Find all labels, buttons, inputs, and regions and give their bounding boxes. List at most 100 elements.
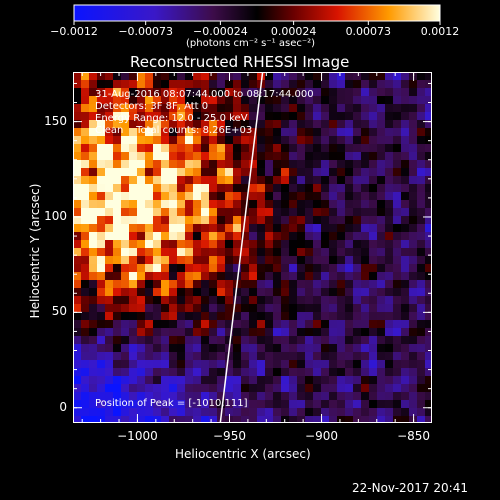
heatmap-cell bbox=[393, 72, 402, 81]
heatmap-cell bbox=[121, 152, 130, 161]
heatmap-cell bbox=[329, 208, 338, 217]
heatmap-cell bbox=[217, 152, 226, 161]
heatmap-cell bbox=[353, 128, 362, 137]
heatmap-cell bbox=[241, 416, 250, 423]
heatmap-cell bbox=[321, 304, 330, 313]
heatmap-cell bbox=[193, 176, 202, 185]
heatmap-cell bbox=[185, 200, 194, 209]
heatmap-cell bbox=[209, 240, 218, 249]
heatmap-cell bbox=[257, 416, 266, 423]
heatmap-cell bbox=[153, 280, 162, 289]
heatmap-cell bbox=[201, 256, 210, 265]
heatmap-cell bbox=[401, 72, 410, 81]
heatmap-cell bbox=[169, 296, 178, 305]
heatmap-cell bbox=[305, 320, 314, 329]
heatmap-cell bbox=[257, 176, 266, 185]
heatmap-cell bbox=[305, 184, 314, 193]
heatmap-cell bbox=[385, 80, 394, 89]
heatmap-cell bbox=[289, 80, 298, 89]
heatmap-cell bbox=[233, 416, 242, 423]
heatmap-cell bbox=[177, 344, 186, 353]
heatmap-cell bbox=[369, 216, 378, 225]
heatmap-cell bbox=[137, 160, 146, 169]
heatmap-cell bbox=[137, 264, 146, 273]
heatmap-cell bbox=[241, 320, 250, 329]
heatmap-cell bbox=[105, 368, 114, 377]
heatmap-cell bbox=[129, 200, 138, 209]
heatmap-cell bbox=[177, 80, 186, 89]
heatmap-cell bbox=[353, 280, 362, 289]
heatmap-cell bbox=[233, 160, 242, 169]
heatmap-cell bbox=[249, 328, 258, 337]
heatmap-cell bbox=[81, 408, 90, 417]
heatmap-cell bbox=[121, 120, 130, 129]
heatmap-cell bbox=[401, 304, 410, 313]
heatmap-cell bbox=[265, 408, 274, 417]
heatmap-cell bbox=[353, 416, 362, 423]
heatmap-cell bbox=[329, 376, 338, 385]
heatmap-cell bbox=[265, 400, 274, 409]
heatmap-cell bbox=[193, 224, 202, 233]
heatmap-cell bbox=[297, 408, 306, 417]
heatmap-cell bbox=[425, 256, 432, 265]
heatmap-cell bbox=[377, 224, 386, 233]
heatmap-cell bbox=[129, 296, 138, 305]
heatmap-cell bbox=[185, 376, 194, 385]
heatmap-cell bbox=[297, 392, 306, 401]
heatmap-cell bbox=[313, 256, 322, 265]
heatmap-cell bbox=[153, 400, 162, 409]
heatmap-cell bbox=[361, 80, 370, 89]
heatmap-cell bbox=[121, 256, 130, 265]
heatmap-cell bbox=[97, 248, 106, 257]
heatmap-cell bbox=[321, 168, 330, 177]
heatmap-cell bbox=[225, 112, 234, 121]
heatmap-cell bbox=[361, 184, 370, 193]
heatmap-cell bbox=[209, 328, 218, 337]
heatmap-cell bbox=[169, 208, 178, 217]
heatmap-cell bbox=[417, 368, 426, 377]
heatmap-cell bbox=[417, 320, 426, 329]
colorbar bbox=[73, 4, 441, 25]
heatmap-cell bbox=[169, 200, 178, 209]
heatmap-cell bbox=[89, 168, 98, 177]
heatmap-cell bbox=[297, 176, 306, 185]
heatmap-cell bbox=[89, 152, 98, 161]
heatmap-cell bbox=[417, 168, 426, 177]
heatmap-cell bbox=[313, 280, 322, 289]
heatmap-cell bbox=[153, 104, 162, 113]
heatmap-cell bbox=[185, 192, 194, 201]
heatmap-cell bbox=[313, 408, 322, 417]
heatmap-cell bbox=[217, 280, 226, 289]
heatmap-cell bbox=[281, 304, 290, 313]
colorbar-tick-label: −0.0012 bbox=[50, 25, 98, 38]
heatmap-cell bbox=[401, 416, 410, 423]
heatmap-cell bbox=[105, 312, 114, 321]
heatmap-cell bbox=[249, 168, 258, 177]
heatmap-cell bbox=[177, 336, 186, 345]
heatmap-cell bbox=[177, 320, 186, 329]
heatmap-cell bbox=[129, 416, 138, 423]
heatmap-cell bbox=[305, 256, 314, 265]
heatmap-cell bbox=[81, 360, 90, 369]
heatmap-cell bbox=[241, 328, 250, 337]
heatmap-cell bbox=[73, 232, 82, 241]
heatmap-cell bbox=[273, 136, 282, 145]
heatmap-cell bbox=[169, 136, 178, 145]
heatmap-cell bbox=[329, 192, 338, 201]
heatmap-cell bbox=[313, 168, 322, 177]
heatmap-cell bbox=[121, 240, 130, 249]
heatmap-cell bbox=[417, 408, 426, 417]
heatmap-cell bbox=[97, 320, 106, 329]
heatmap-cell bbox=[289, 176, 298, 185]
heatmap-cell bbox=[73, 384, 82, 393]
heatmap-cell bbox=[217, 360, 226, 369]
heatmap-cell bbox=[273, 312, 282, 321]
heatmap-cell bbox=[281, 112, 290, 121]
heatmap-cell bbox=[329, 288, 338, 297]
plot-area bbox=[73, 72, 432, 423]
heatmap-cell bbox=[201, 312, 210, 321]
heatmap-cell bbox=[361, 136, 370, 145]
heatmap-cell bbox=[89, 128, 98, 137]
heatmap-cell bbox=[369, 336, 378, 345]
heatmap-cell bbox=[169, 328, 178, 337]
